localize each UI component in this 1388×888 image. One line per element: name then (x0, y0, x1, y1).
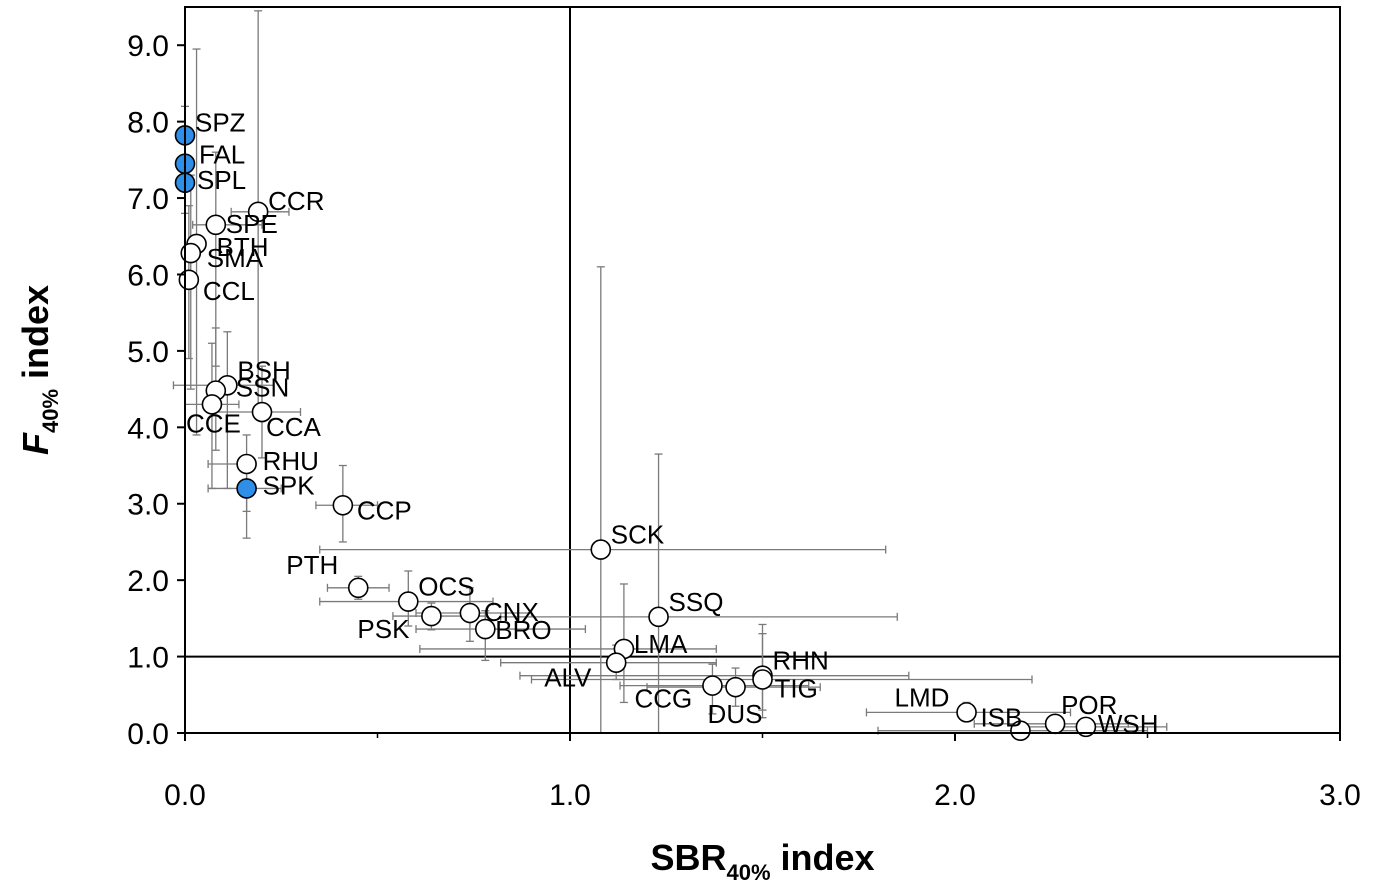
point-rhu (236, 453, 257, 475)
point-ssq (648, 606, 669, 628)
y-tick-label-1: 1.0 (127, 642, 169, 675)
x-tick-label-2: 2.0 (934, 779, 976, 812)
point-label-wsh: WSH (1098, 709, 1159, 739)
point-spe (205, 214, 227, 236)
point-label-isb: ISB (980, 703, 1022, 733)
point-label-lmd: LMD (895, 682, 950, 712)
point-spk (236, 478, 257, 499)
point-sck (590, 539, 612, 560)
point-cca (251, 401, 273, 423)
point-label-alv: ALV (544, 663, 592, 693)
x-axis-title: SBR40% index (650, 837, 874, 885)
x-tick-label-1: 1.0 (549, 779, 591, 812)
point-label-por: POR (1061, 690, 1117, 720)
point-label-spk: SPK (263, 470, 316, 500)
y-axis-title-main: F (15, 432, 56, 455)
point-label-cca: CCA (266, 412, 322, 442)
point-sma (180, 242, 202, 264)
y-axis-title-sub: 40% (38, 389, 63, 433)
point-label-spl: SPL (197, 165, 246, 195)
y-tick-label-8: 8.0 (127, 107, 169, 140)
point-label-rhn: RHN (773, 646, 829, 676)
point-label-cce: CCE (186, 408, 241, 438)
point-label-bro: BRO (495, 615, 551, 645)
x-axis-title-main: SBR (650, 837, 726, 878)
y-axis-title-suffix: index (15, 285, 56, 389)
y-tick-label-6: 6.0 (127, 259, 169, 292)
y-tick-label-4: 4.0 (127, 412, 169, 445)
point-label-bsh: BSH (237, 355, 290, 385)
point-label-dus: DUS (708, 699, 763, 729)
point-label-spe: SPE (226, 209, 278, 239)
point-ccl (178, 269, 200, 291)
point-label-lma: LMA (634, 629, 688, 659)
error-bars (172, 10, 1168, 735)
point-label-bth: BTH (217, 232, 269, 262)
y-tick-label-7: 7.0 (127, 183, 169, 216)
point-ccg (702, 675, 723, 696)
axes: 0.0 1.0 2.0 3.0 4.0 5.0 6.0 7.0 8.0 9.0 0.0 1.0 2.0 3… (127, 30, 1361, 812)
point-label-tig: TIG (775, 674, 818, 704)
point-label-rhu: RHU (263, 446, 319, 476)
y-tick-label-3: 3.0 (127, 489, 169, 522)
point-label-pth: PTH (286, 550, 338, 580)
y-axis-title: F40% index (15, 285, 63, 455)
point-lmd (956, 702, 977, 723)
point-label-sma: SMA (207, 243, 264, 273)
point-label-ccg: CCG (634, 684, 692, 714)
point-label-ocs: OCS (418, 572, 474, 602)
point-ocs (397, 591, 419, 612)
y-tick-label-5: 5.0 (127, 336, 169, 369)
point-label-ccr: CCR (268, 186, 324, 216)
y-tick-label-2: 2.0 (127, 565, 169, 598)
point-dus (725, 676, 746, 698)
point-label-sck: SCK (611, 520, 665, 550)
point-label-psk: PSK (357, 614, 410, 644)
point-label-ccp: CCP (357, 495, 412, 525)
point-wsh (1075, 716, 1097, 738)
x-tick-label-0: 0.0 (164, 779, 206, 812)
x-axis-title-sub: 40% (726, 860, 770, 885)
point-label-ssn: SSN (236, 373, 289, 403)
point-pth (347, 577, 369, 599)
point-label-ccl: CCL (203, 276, 255, 306)
y-tick-label-9: 9.0 (127, 30, 169, 63)
data-points (174, 125, 1097, 742)
point-ccr (247, 201, 269, 223)
point-cce (201, 394, 223, 415)
x-tick-label-3: 3.0 (1319, 779, 1361, 812)
point-cnx (459, 602, 481, 624)
x-axis-title-suffix: index (771, 837, 875, 878)
point-isb (1010, 720, 1031, 742)
point-label-spz: SPZ (195, 107, 246, 137)
point-ccp (332, 494, 354, 516)
point-alv (605, 652, 627, 673)
point-bro (474, 618, 496, 640)
point-label-cnx: CNX (484, 597, 539, 627)
point-psk (421, 605, 442, 627)
point-tig (752, 669, 773, 690)
point-label-fal: FAL (199, 140, 245, 170)
y-tick-label-0: 0.0 (127, 718, 169, 751)
point-label-ssq: SSQ (669, 587, 724, 617)
